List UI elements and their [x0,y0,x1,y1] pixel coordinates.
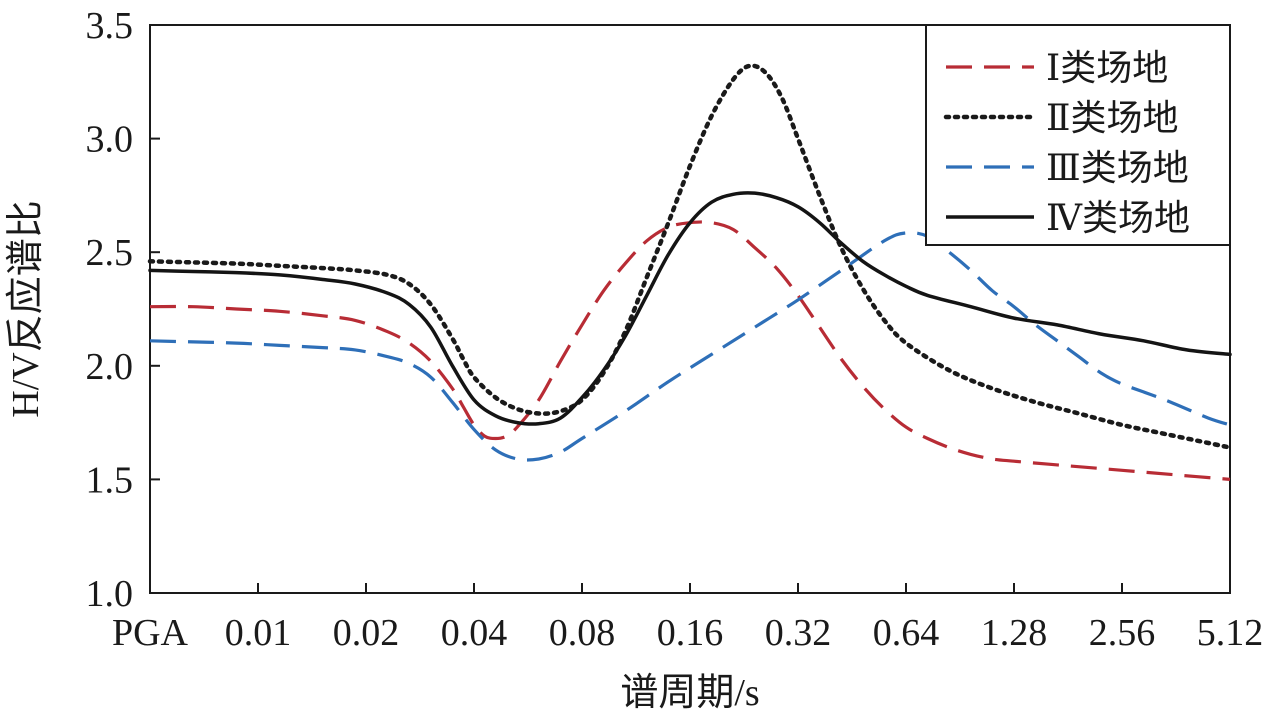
y-axis-title: H/V反应谱比 [5,200,47,417]
y-tick-label: 2.5 [86,232,134,274]
legend-label-4: Ⅳ类场地 [1046,198,1190,238]
series-line-3 [149,231,1231,462]
series-group [147,63,1233,481]
x-tick-label: 0.02 [333,612,400,654]
x-tick-label: 2.56 [1089,612,1156,654]
series-line-4 [148,191,1232,426]
y-tick-label: 2.0 [86,346,134,388]
series-line-2 [147,63,1233,450]
x-tick-label: 0.32 [765,612,832,654]
x-tick-label: 1.28 [981,612,1048,654]
legend-label-3: Ⅲ类场地 [1046,148,1189,188]
labels: PGA 0.01 0.02 0.04 0.08 0.16 0.32 0.64 1.28 2.56 5… [5,5,1263,714]
x-axis-title: 谱周期/s [620,672,759,714]
x-tick-label: PGA [112,612,189,654]
x-tick-label: 0.01 [225,612,292,654]
y-tick-label: 3.0 [86,119,134,161]
axes [149,24,1231,594]
y-tick-label: 3.5 [86,5,134,47]
legend: Ⅰ类场地 Ⅱ类场地 Ⅲ类场地 Ⅳ类场地 [925,24,1231,246]
y-tick-label: 1.5 [86,459,134,501]
x-tick-label: 5.12 [1197,612,1264,654]
x-tick-label: 0.04 [441,612,508,654]
series-line-1 [149,220,1231,481]
x-tick-label: 0.64 [873,612,940,654]
legend-box [925,24,1231,246]
y-tick-label: 1.0 [86,573,134,615]
x-tick-label: 0.16 [657,612,724,654]
legend-label-2: Ⅱ类场地 [1046,98,1178,138]
legend-label-1: Ⅰ类场地 [1046,48,1168,88]
x-tick-label: 0.08 [549,612,616,654]
